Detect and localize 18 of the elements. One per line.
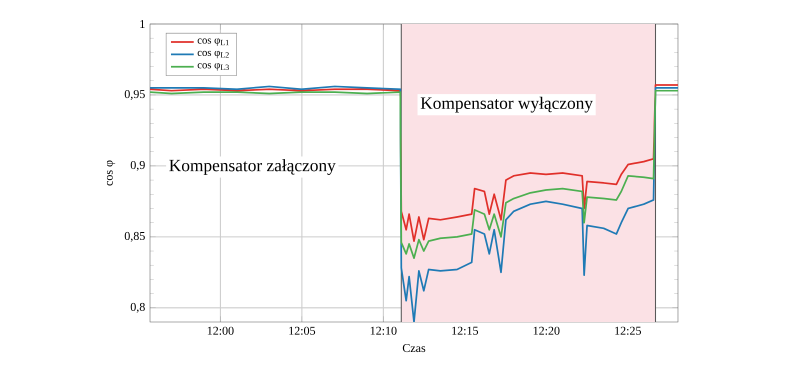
y-tick-label: 0,95	[124, 90, 145, 100]
x-tick-label: 12:00	[208, 326, 234, 335]
y-axis-title: cos φ	[106, 160, 116, 186]
legend-label: cos φ$_{L3}$	[198, 63, 229, 71]
legend-label: cos φ$_{L1}$	[198, 38, 229, 46]
x-tick-label: 12:20	[534, 326, 560, 335]
x-axis-title: Czas	[402, 344, 426, 352]
band-label: Kompensator wyłączony	[420, 96, 593, 113]
x-tick-label: 12:05	[289, 326, 316, 335]
legend-label: cos φ$_{L2}$	[198, 50, 229, 58]
y-tick-label: 0,8	[130, 302, 145, 313]
x-tick-label: 12:10	[370, 326, 397, 335]
annotation: Kompensator załączony	[169, 159, 336, 175]
x-tick-label: 12:25	[615, 326, 642, 335]
y-tick-label: 0,85	[124, 232, 145, 242]
y-tick-label: 1	[140, 20, 145, 28]
x-tick-label: 12:15	[452, 326, 478, 335]
y-tick-label: 0,9	[130, 160, 145, 171]
